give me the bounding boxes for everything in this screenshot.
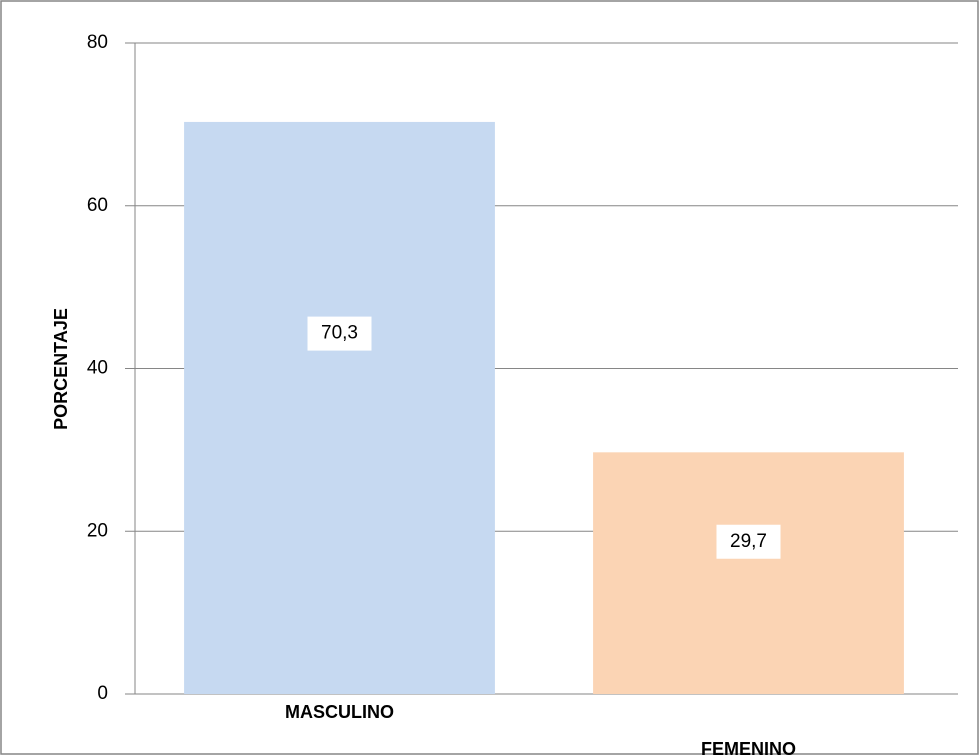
x-tick-label: MASCULINO	[285, 702, 394, 722]
bar	[593, 452, 904, 694]
x-tick-label: FEMENINO	[701, 739, 796, 755]
y-tick-label: 60	[87, 195, 108, 216]
value-label-box	[716, 524, 781, 559]
value-label: 29,7	[730, 531, 767, 552]
value-label: 70,3	[321, 323, 358, 344]
bar	[184, 121, 495, 695]
y-tick-label: 80	[87, 32, 108, 53]
y-tick-label: 0	[97, 683, 108, 704]
y-axis-label: PORCENTAJE	[51, 308, 71, 430]
value-label-box	[307, 316, 372, 351]
y-tick-label: 20	[87, 520, 108, 541]
y-tick-label: 40	[87, 358, 108, 379]
